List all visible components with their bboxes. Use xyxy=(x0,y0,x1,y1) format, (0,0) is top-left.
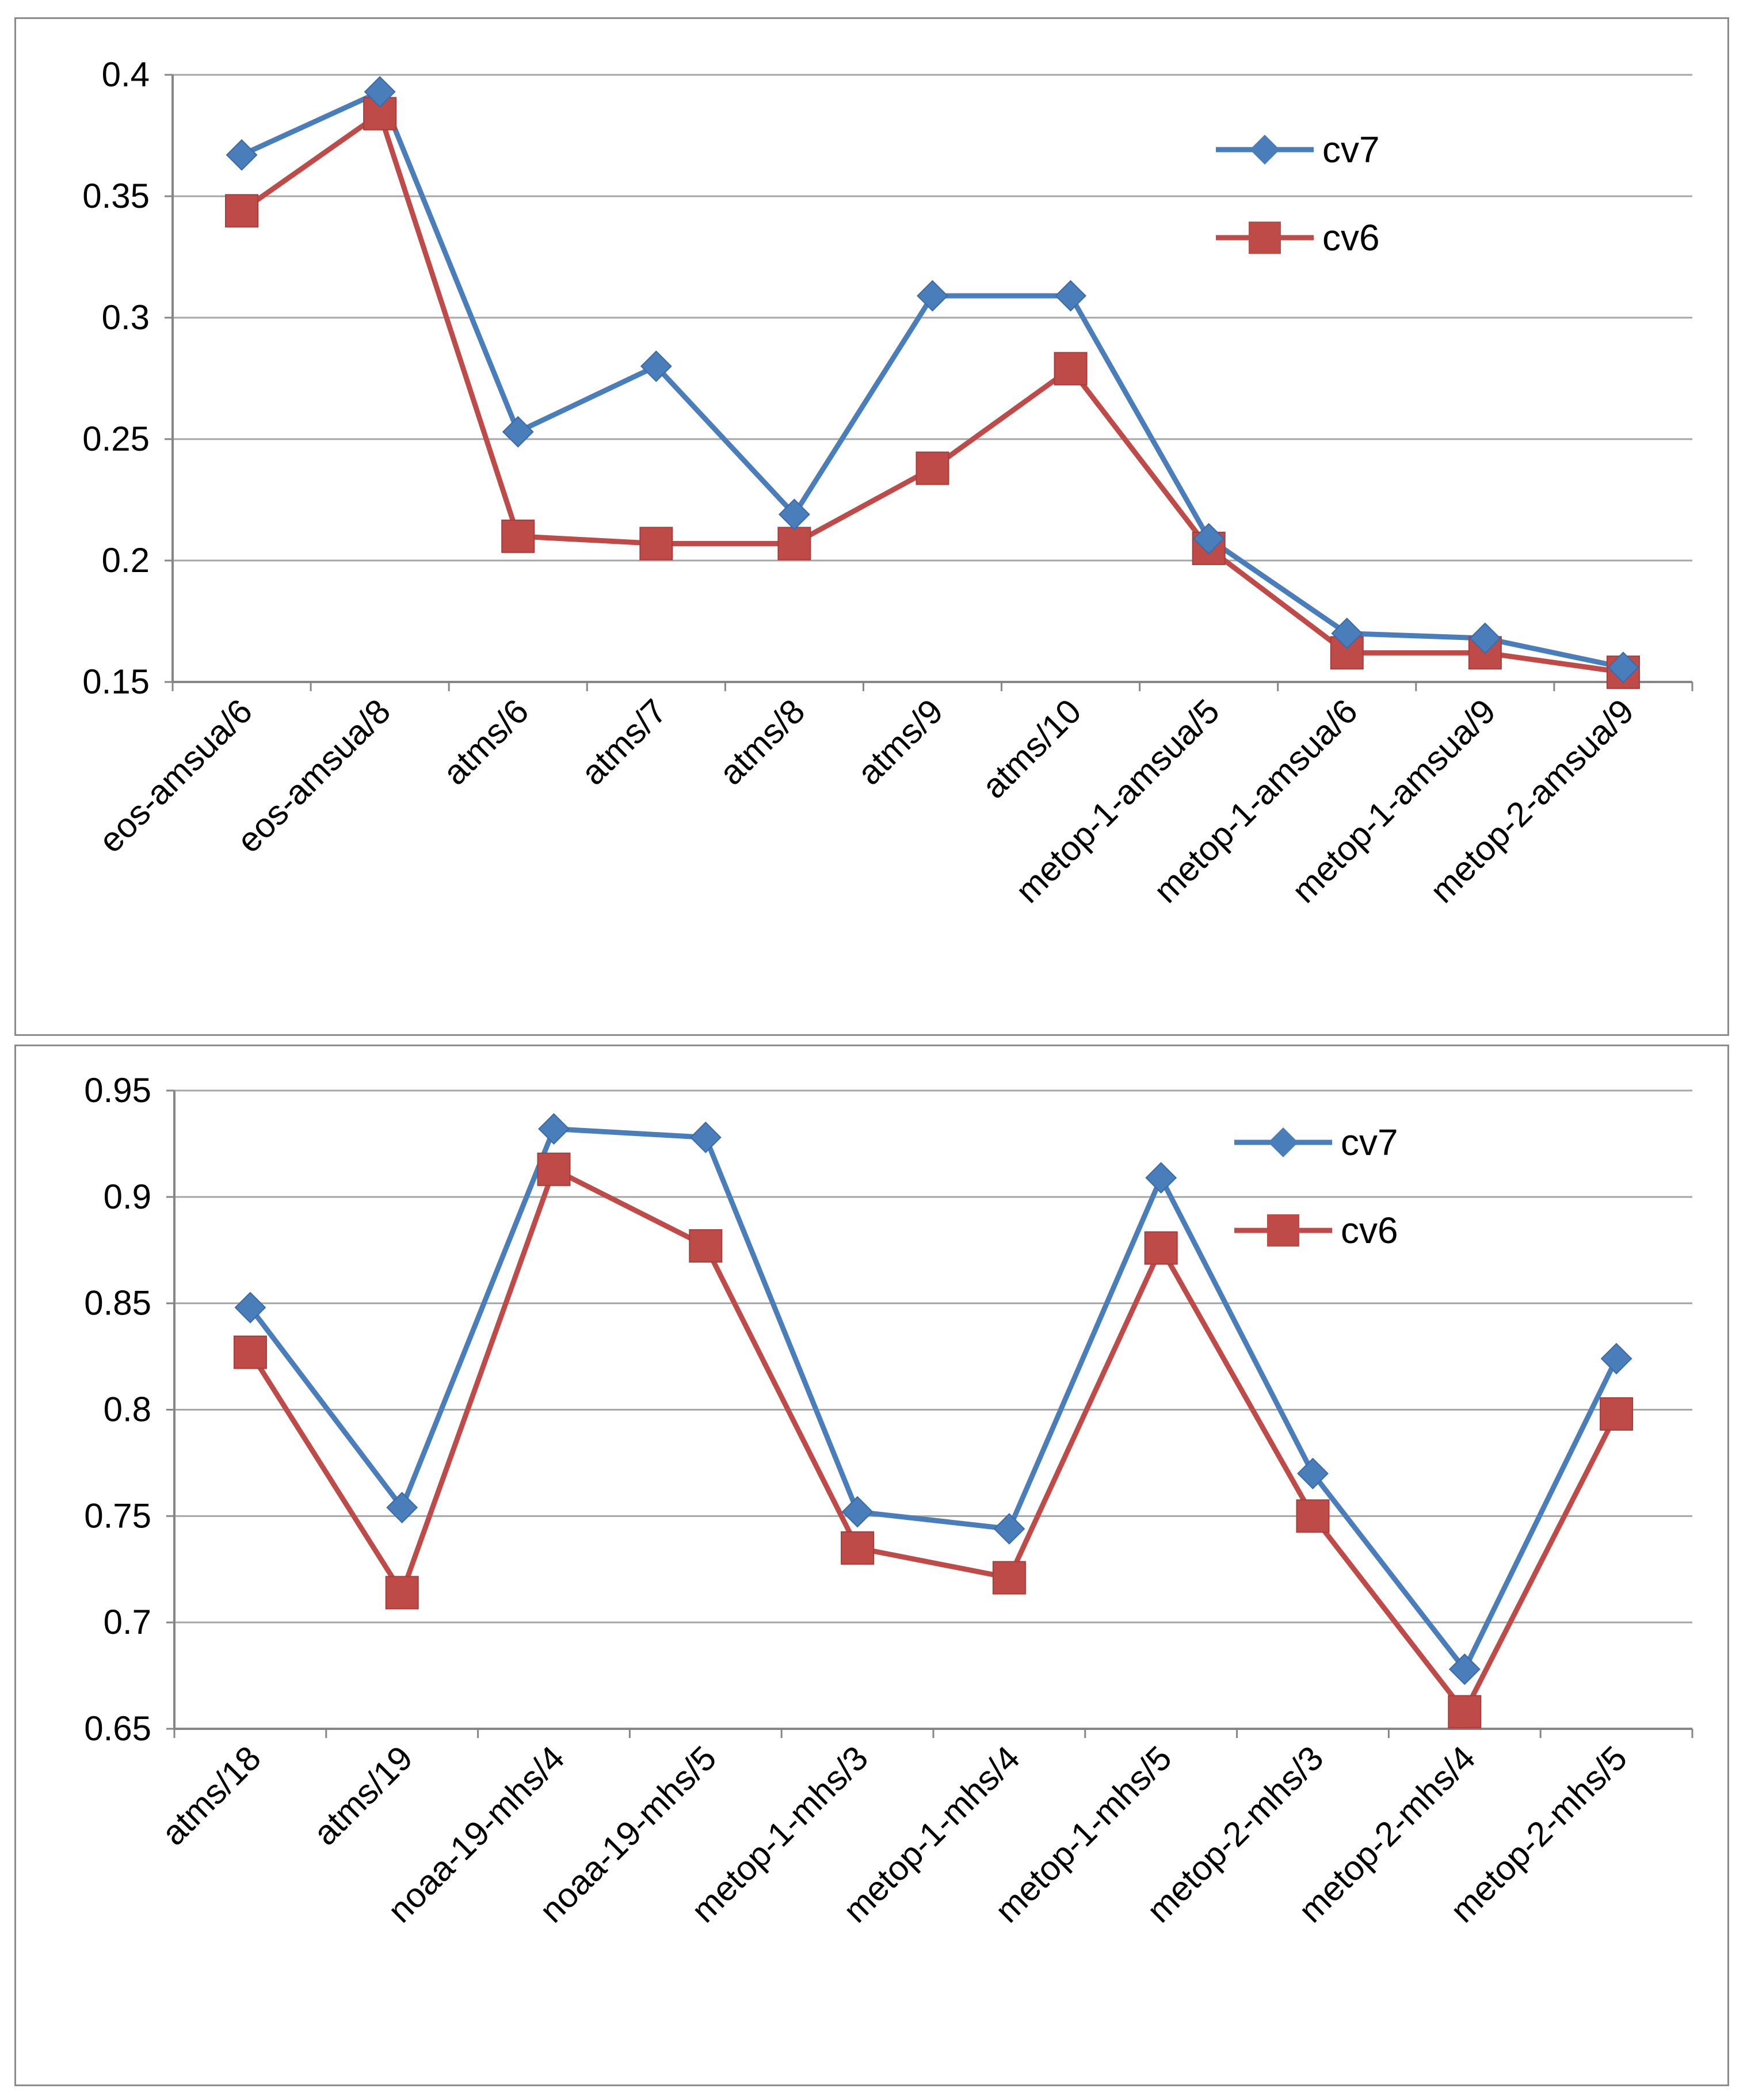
data-point-cv7 xyxy=(502,416,534,448)
top-chart-panel: 0.15 0.2 0.25 0.3 0.35 0.4 eos-amsua/6 eos-amsu… xyxy=(14,17,1729,1036)
y-tick-label: 0.9 xyxy=(104,1177,151,1216)
x-tick-label: atms/10 xyxy=(974,692,1088,806)
data-point-cv7 xyxy=(1448,1653,1481,1685)
legend-marker-cv7 xyxy=(1250,135,1280,165)
data-point-cv7 xyxy=(1193,523,1225,555)
y-tick-label: 0.4 xyxy=(102,55,150,94)
data-point-cv7 xyxy=(640,350,672,382)
bottom-chart-panel: 0.65 0.7 0.75 0.8 0.85 0.9 0.95 atms/18 atms/19 n… xyxy=(14,1045,1729,2086)
y-tick-label: 0.65 xyxy=(84,1709,151,1748)
data-point-cv7 xyxy=(1607,651,1639,684)
data-point-cv7 xyxy=(1055,280,1087,312)
data-point-cv6 xyxy=(225,194,259,228)
data-point-cv7 xyxy=(1297,1457,1329,1489)
x-tick-label: atms/9 xyxy=(850,692,951,792)
data-point-cv7 xyxy=(234,1291,266,1324)
data-point-cv6 xyxy=(639,527,673,561)
series-line-cv6 xyxy=(248,1167,1619,1714)
y-tick-label: 0.15 xyxy=(82,662,150,701)
data-point-cv6 xyxy=(777,527,811,561)
y-tick-label: 0.8 xyxy=(104,1390,151,1429)
y-tick-label: 0.95 xyxy=(84,1071,151,1110)
top-line-chart: 0.150.20.250.30.350.4eos-amsua/6eos-amsu… xyxy=(82,55,1693,910)
series-line-cv7 xyxy=(241,89,1624,670)
y-tick-label: 0.7 xyxy=(104,1603,151,1641)
y-tick-label: 0.2 xyxy=(102,541,150,580)
data-point-cv7 xyxy=(689,1121,722,1153)
series-line-cv6 xyxy=(240,111,1624,675)
data-point-cv6 xyxy=(537,1152,571,1186)
data-point-cv6 xyxy=(501,519,535,553)
x-tick-label: atms/18 xyxy=(154,1739,268,1853)
data-point-cv7 xyxy=(1469,622,1501,654)
data-point-cv7 xyxy=(993,1513,1025,1545)
data-point-cv6 xyxy=(841,1531,875,1565)
y-tick-label: 0.25 xyxy=(82,420,150,458)
legend-label-cv6: cv6 xyxy=(1341,1210,1398,1251)
data-point-cv6 xyxy=(992,1561,1026,1595)
legend-marker-cv7 xyxy=(1268,1127,1298,1157)
legend-label-cv6: cv6 xyxy=(1322,217,1380,258)
data-point-cv6 xyxy=(1448,1695,1482,1729)
legend-label-cv7: cv7 xyxy=(1322,129,1380,170)
data-point-cv6 xyxy=(385,1576,419,1610)
data-point-cv7 xyxy=(778,498,810,531)
series-line-cv7 xyxy=(248,1126,1619,1672)
data-point-cv6 xyxy=(1144,1231,1178,1265)
y-tick-label: 0.35 xyxy=(82,177,150,215)
data-point-cv7 xyxy=(226,139,258,171)
legend-marker-cv6 xyxy=(1267,1214,1299,1247)
data-point-cv7 xyxy=(841,1496,873,1528)
x-tick-label: atms/8 xyxy=(712,692,812,792)
legend-label-cv7: cv7 xyxy=(1341,1122,1398,1163)
data-point-cv7 xyxy=(364,76,396,108)
data-point-cv6 xyxy=(689,1229,723,1263)
x-tick-label: atms/6 xyxy=(436,692,536,792)
data-point-cv7 xyxy=(1600,1343,1632,1375)
data-point-cv7 xyxy=(1331,618,1363,650)
y-tick-label: 0.85 xyxy=(84,1284,151,1322)
data-point-cv7 xyxy=(917,280,948,312)
data-point-cv6 xyxy=(1600,1397,1634,1431)
data-point-cv7 xyxy=(386,1492,418,1523)
x-tick-label: atms/19 xyxy=(306,1739,420,1853)
y-tick-label: 0.3 xyxy=(102,298,150,337)
data-point-cv7 xyxy=(538,1113,570,1145)
data-point-cv6 xyxy=(1296,1499,1330,1533)
legend-marker-cv6 xyxy=(1249,222,1281,254)
data-point-cv6 xyxy=(915,451,949,485)
data-point-cv6 xyxy=(233,1335,267,1369)
data-point-cv6 xyxy=(1054,352,1088,386)
y-tick-label: 0.75 xyxy=(84,1496,151,1535)
x-tick-label: atms/7 xyxy=(574,692,674,792)
data-point-cv7 xyxy=(1145,1162,1177,1194)
